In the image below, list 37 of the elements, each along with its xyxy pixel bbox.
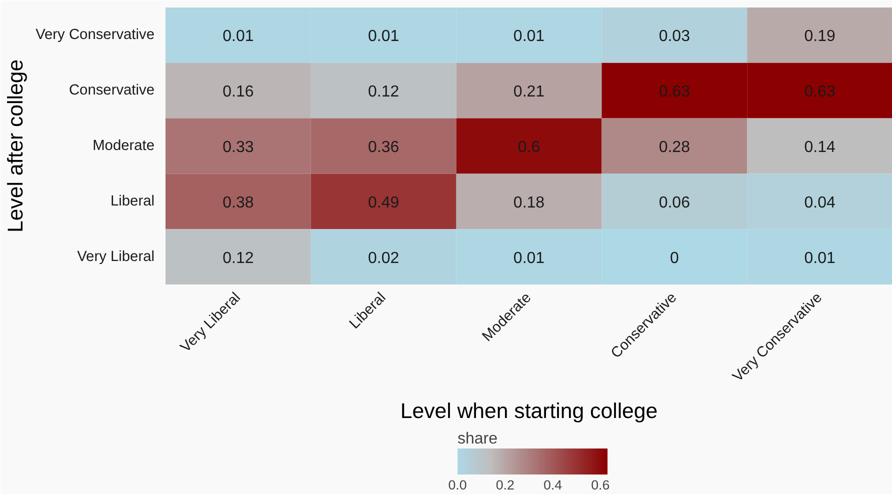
data-label: 0.14 [804,139,836,156]
data-label: 0.28 [658,139,690,156]
color-bar-title: share [458,430,498,448]
data-label: 0.36 [368,139,400,156]
color-bar-label: 0.2 [496,478,514,492]
data-label: 0.01 [513,250,545,267]
data-label: 0.01 [368,28,400,46]
data-label: 0.63 [658,84,690,101]
data-label: 0.63 [804,84,836,101]
data-label: 0.01 [222,28,254,46]
x-axis-title: Level when starting college [400,398,658,423]
color-bar-label: 0.6 [591,478,610,492]
data-label: 0.04 [804,194,836,212]
data-label: 0.12 [222,250,254,267]
data-label: 0.38 [222,194,254,212]
data-label: 0.06 [658,194,690,212]
data-label: 0.49 [368,194,400,212]
data-label: 0 [670,250,679,267]
data-label: 0.19 [804,28,836,46]
y-tick-label: Moderate [92,138,155,154]
y-tick-label: Conservative [68,82,155,99]
color-bar-label: 0.4 [543,478,563,492]
data-label: 0.01 [804,250,836,267]
data-label: 0.03 [658,28,690,46]
data-label: 0.6 [518,139,540,156]
color-bar-label: 0.0 [448,478,467,492]
y-axis-title: Level after college [4,59,28,233]
data-label: 0.21 [513,84,545,101]
data-label: 0.16 [222,84,254,101]
data-label: 0.18 [513,194,545,212]
data-label: 0.02 [368,250,400,267]
data-label: 0.33 [222,139,254,156]
data-label: 0.01 [513,28,545,46]
y-tick-label: Very Conservative [36,27,155,44]
data-label: 0.12 [368,84,400,101]
y-tick-label: Liberal [110,193,155,210]
y-tick-label: Very Liberal [77,248,155,265]
